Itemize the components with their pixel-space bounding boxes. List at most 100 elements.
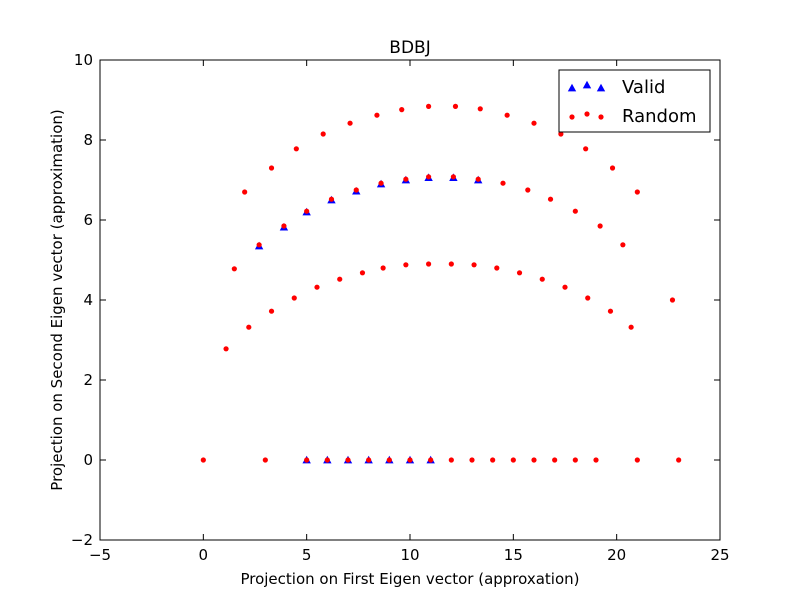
data-point-random [426,174,432,180]
data-point-random [268,165,275,171]
data-point-random [500,180,506,186]
series-random [200,103,682,463]
x-tick-label: −5 [89,546,111,564]
data-point-random [337,276,343,282]
x-tick-label: 20 [607,546,626,564]
y-tick-label: 8 [83,131,93,149]
legend-label-random: Random [622,106,697,127]
data-point-random [426,261,432,267]
legend-label-valid: Valid [622,77,665,98]
data-point-random [539,276,545,282]
x-axis-label: Projection on First Eigen vector (approx… [240,570,579,588]
y-axis-label: Projection on Second Eigen vector (appro… [48,109,66,490]
y-tick-label: 6 [83,211,93,229]
data-point-random [403,176,409,182]
data-point-random [471,262,477,268]
data-point-random [585,295,591,301]
data-point-random [293,146,299,152]
legend-marker-valid [567,83,577,92]
data-point-random [353,187,359,193]
data-point-random [516,270,523,276]
chart-title: BDBJ [389,38,430,58]
data-point-random [490,457,496,463]
data-point-random [407,457,413,463]
data-point-random [525,187,531,193]
data-point-random [359,270,366,276]
x-tick-label: 25 [710,546,729,564]
x-tick-label: 10 [400,546,419,564]
data-point-random [246,324,252,330]
data-point-random [475,176,481,182]
data-point-random [231,266,237,272]
data-point-random [572,208,578,214]
legend-marker-valid [596,83,606,92]
y-tick-label: −2 [71,531,93,549]
data-point-random [366,457,372,463]
data-point-random [426,103,432,109]
data-point-random [552,457,558,463]
legend-box [558,69,711,133]
data-point-random [256,242,262,248]
data-point-random [504,112,510,118]
y-tick-label: 4 [83,291,93,309]
plot-frame [99,59,721,541]
x-tick-label: 0 [199,546,209,564]
data-point-random [262,457,268,463]
data-point-random [558,131,564,137]
x-tick-label: 5 [302,546,312,564]
legend: Valid Random [558,69,711,133]
data-point-random [452,103,459,109]
y-tick-label: 10 [74,51,93,69]
data-point-random [494,265,500,271]
data-point-random [607,308,614,314]
data-point-random [510,457,516,463]
data-point-random [531,457,537,463]
data-point-random [386,457,392,463]
data-point-random [634,189,640,195]
data-point-random [634,457,640,463]
axis-ticks: −5 0 5 10 15 20 25 −2 0 2 4 6 8 10 [71,51,730,564]
data-point-random [304,457,310,463]
legend-marker-valid [582,80,592,89]
data-point-random [450,174,456,180]
legend-valid-markers [567,80,606,92]
data-point-random [593,457,599,463]
data-point-random [572,457,578,463]
data-point-random [345,457,351,463]
data-point-random [347,120,353,126]
data-point-random [547,196,554,202]
data-point-random [562,284,568,290]
legend-marker-random [569,114,575,120]
legend-marker-random [584,111,590,117]
x-tick-label: 15 [504,546,523,564]
data-point-random [448,261,454,267]
data-point-random [314,284,320,290]
data-point-random [477,106,483,112]
data-point-random [291,295,297,301]
y-tick-label: 2 [83,371,93,389]
data-point-random [268,308,275,314]
data-point-random [242,189,248,195]
data-point-random [403,262,409,268]
data-point-random [374,112,380,118]
data-point-random [620,242,626,248]
y-tick-label: 0 [83,451,93,469]
data-point-random [609,165,616,171]
data-points [200,103,682,464]
data-point-random [597,223,603,229]
data-point-random [448,457,454,463]
legend-random-markers [569,111,604,120]
data-point-random [428,457,434,463]
data-point-random [328,196,335,202]
data-point-random [281,223,287,229]
data-point-random [531,120,537,126]
data-point-random [200,457,206,463]
data-point-random [676,457,682,463]
data-point-random [223,346,229,352]
data-point-random [469,457,475,463]
data-point-random [399,107,405,113]
data-point-random [304,208,310,214]
data-point-random [380,265,386,271]
legend-marker-random [598,114,604,120]
